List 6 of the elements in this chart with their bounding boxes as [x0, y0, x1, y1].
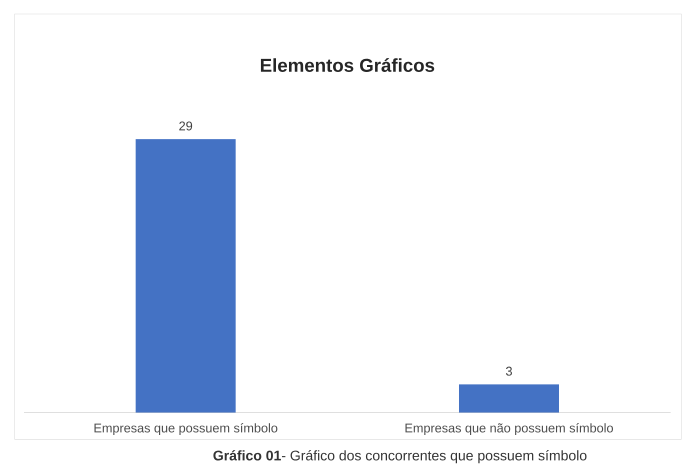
x-tick-label: Empresas que possuem símbolo: [94, 423, 278, 436]
data-label: 29: [179, 121, 192, 130]
data-label: 3: [506, 366, 512, 376]
x-tick-label: Empresas que não possuem símbolo: [405, 423, 613, 436]
chart-title: Elementos Gráficos: [260, 58, 434, 72]
text: Gráfico 01- Gráfico dos concorrentes que possuem símbolo: [213, 450, 586, 464]
